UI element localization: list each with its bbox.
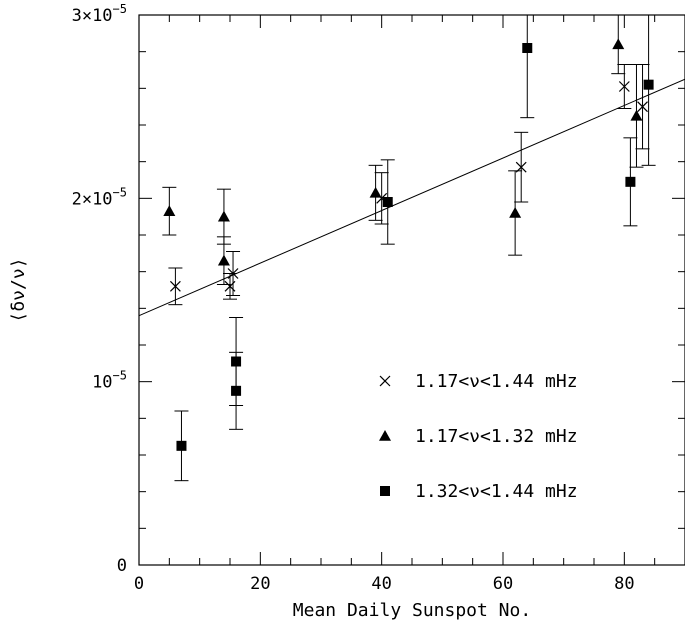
legend-marker-triangle bbox=[379, 430, 391, 441]
errorbar-layer bbox=[162, 14, 656, 482]
plot-frame bbox=[138, 14, 685, 566]
cross-stroke bbox=[376, 192, 388, 204]
data-point-cross bbox=[169, 280, 181, 292]
data-point-cross bbox=[515, 161, 527, 173]
x-tick-label: 60 bbox=[493, 574, 513, 594]
data-point-cross bbox=[224, 280, 236, 292]
data-point-cross bbox=[618, 81, 630, 92]
data-point-triangle bbox=[217, 210, 230, 222]
y-tick-label: 3×10−5 bbox=[72, 2, 127, 26]
legend-label: 1.17<ν<1.32 mHz bbox=[415, 426, 578, 447]
data-point-square bbox=[522, 43, 533, 53]
fit-line bbox=[138, 78, 685, 317]
y-tick-label: 10−5 bbox=[92, 369, 127, 393]
error-bar bbox=[641, 15, 656, 166]
data-point-square bbox=[231, 356, 242, 367]
y-tick-label-exponent: −5 bbox=[113, 369, 127, 383]
cross-stroke bbox=[169, 280, 181, 292]
x-tick-label: 20 bbox=[250, 574, 270, 594]
legend-label: 1.17<ν<1.44 mHz bbox=[415, 371, 578, 392]
legend-marker-square bbox=[380, 486, 390, 496]
data-point-square bbox=[382, 197, 393, 207]
data-point-square bbox=[231, 385, 242, 396]
cross-stroke bbox=[379, 375, 391, 387]
y-tick-label-base: 3×10 bbox=[72, 6, 113, 26]
data-point-cross bbox=[637, 101, 648, 113]
legend-marker-cross bbox=[379, 375, 391, 387]
data-point-square bbox=[625, 176, 636, 187]
y-tick-label: 2×10−5 bbox=[72, 185, 127, 209]
error-bar bbox=[520, 15, 535, 119]
data-point-triangle bbox=[612, 38, 625, 50]
x-axis-title: Mean Daily Sunspot No. bbox=[293, 600, 531, 621]
y-tick-label-base: 0 bbox=[117, 556, 127, 576]
x-tick-label: 40 bbox=[371, 574, 391, 594]
data-point-triangle bbox=[630, 109, 643, 121]
x-tick-label: 80 bbox=[614, 574, 634, 594]
fit-layer bbox=[138, 78, 685, 317]
cross-stroke bbox=[227, 268, 239, 279]
legend-label: 1.32<ν<1.44 mHz bbox=[415, 481, 578, 502]
marker-layer bbox=[163, 38, 654, 451]
data-point-triangle bbox=[509, 207, 522, 218]
y-axis-title: ⟨δν/ν⟩ bbox=[8, 257, 29, 322]
cross-stroke bbox=[618, 81, 630, 92]
legend: 1.17<ν<1.44 mHz 1.17<ν<1.32 mHz 1.32<ν<1.4… bbox=[379, 371, 578, 502]
data-point-cross bbox=[227, 268, 239, 279]
cross-stroke bbox=[224, 280, 236, 292]
data-point-square bbox=[176, 440, 187, 451]
x-tick-label: 0 bbox=[134, 574, 144, 594]
y-tick-label-exponent: −5 bbox=[113, 2, 127, 16]
y-tick-label-exponent: −5 bbox=[113, 185, 127, 199]
cross-stroke bbox=[515, 161, 527, 173]
y-tick-label-base: 10 bbox=[92, 373, 112, 393]
y-tick-label: 0 bbox=[117, 556, 127, 576]
cross-stroke bbox=[637, 101, 648, 113]
data-point-triangle bbox=[369, 186, 382, 198]
data-point-triangle bbox=[163, 205, 176, 216]
data-point-triangle bbox=[217, 254, 230, 266]
data-point-square bbox=[643, 79, 654, 90]
y-tick-label-base: 2×10 bbox=[72, 189, 113, 209]
